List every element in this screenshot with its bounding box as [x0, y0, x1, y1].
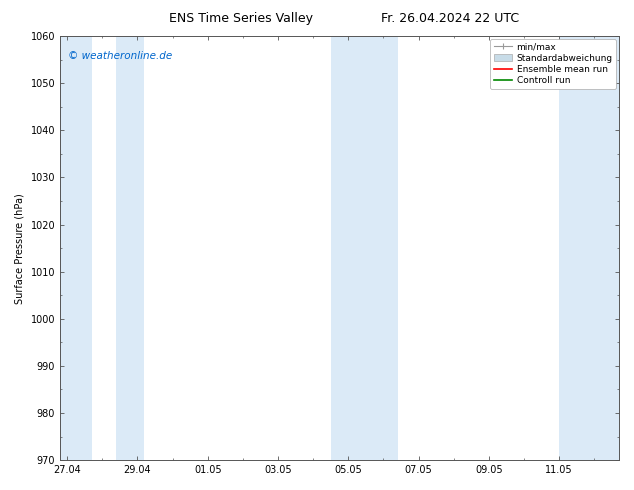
Text: ENS Time Series Valley: ENS Time Series Valley [169, 12, 313, 25]
Legend: min/max, Standardabweichung, Ensemble mean run, Controll run: min/max, Standardabweichung, Ensemble me… [490, 39, 616, 89]
Bar [331, 36, 398, 460]
Text: © weatheronline.de: © weatheronline.de [68, 51, 172, 61]
Bar [60, 36, 92, 460]
Y-axis label: Surface Pressure (hPa): Surface Pressure (hPa) [15, 193, 25, 303]
Bar [559, 36, 619, 460]
Text: Fr. 26.04.2024 22 UTC: Fr. 26.04.2024 22 UTC [381, 12, 519, 25]
Bar [116, 36, 145, 460]
